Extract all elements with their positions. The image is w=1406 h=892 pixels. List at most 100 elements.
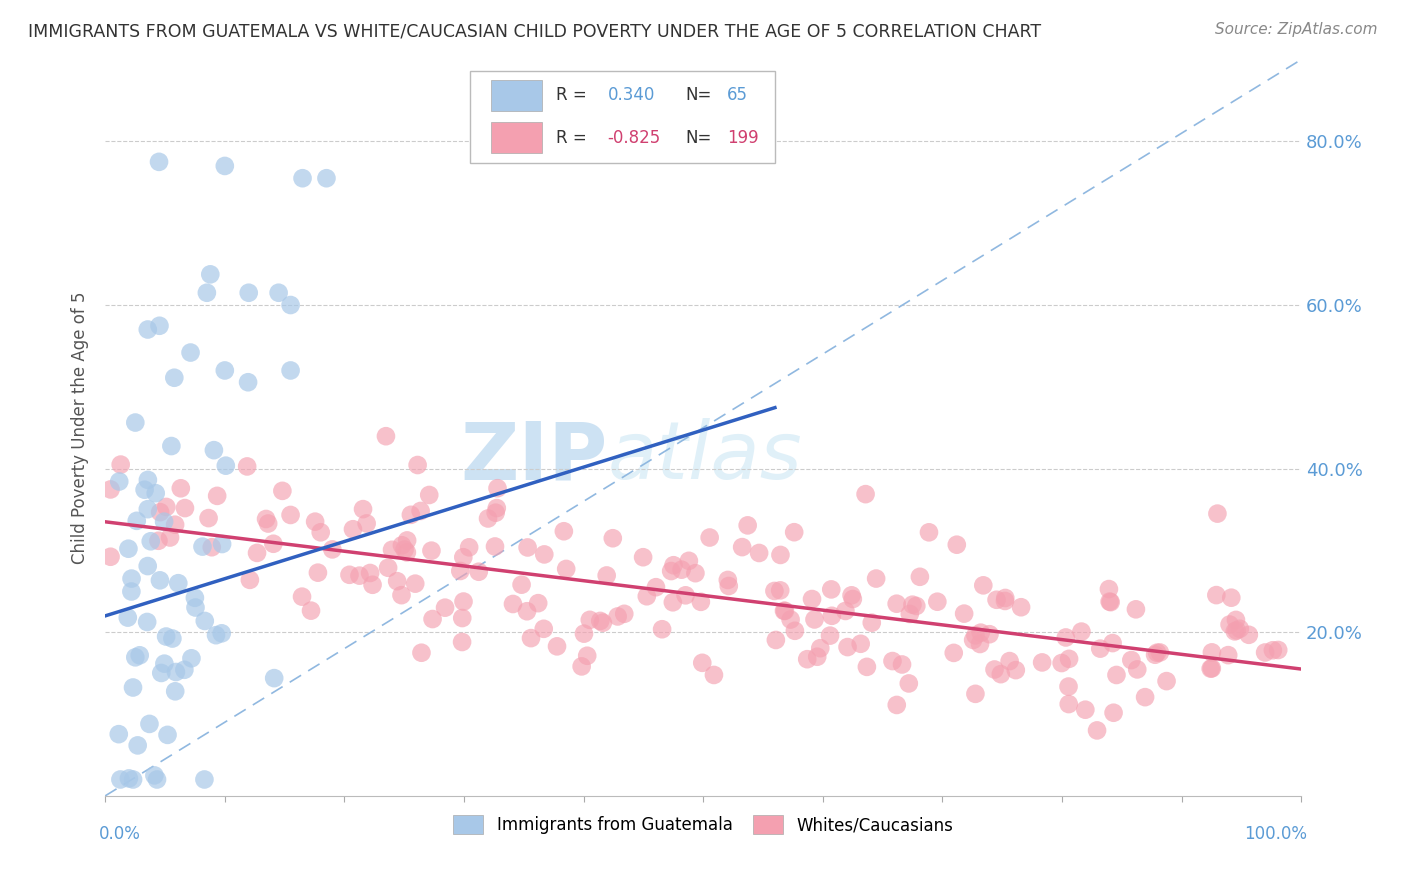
Point: [451, 611, 474, 625]
Point: [127, 739, 149, 753]
Point: [153, 657, 176, 671]
Point: [533, 622, 555, 636]
Point: [983, 663, 1005, 677]
Point: [1220, 591, 1243, 605]
Point: [856, 660, 879, 674]
Point: [391, 588, 413, 602]
Point: [1201, 645, 1223, 659]
Point: [689, 595, 711, 609]
Point: [359, 566, 381, 580]
Point: [1133, 690, 1156, 705]
Point: [901, 598, 924, 612]
Point: [1121, 653, 1143, 667]
Point: [420, 543, 443, 558]
Point: [1261, 643, 1284, 657]
Point: [578, 613, 600, 627]
Point: [146, 772, 169, 787]
Point: [882, 654, 904, 668]
Point: [184, 591, 207, 605]
Point: [1085, 723, 1108, 738]
Point: [1090, 641, 1112, 656]
Point: [184, 600, 207, 615]
Point: [180, 345, 202, 359]
Point: [280, 363, 302, 377]
Point: [361, 578, 384, 592]
Point: [690, 656, 713, 670]
Point: [315, 171, 337, 186]
Text: 0.0%: 0.0%: [100, 825, 141, 843]
Point: [136, 322, 159, 336]
Point: [165, 665, 187, 679]
Point: [267, 285, 290, 300]
Point: [717, 573, 740, 587]
Point: [773, 604, 796, 618]
Point: [214, 159, 236, 173]
Point: [986, 592, 1008, 607]
Point: [553, 524, 575, 539]
Point: [1101, 636, 1123, 650]
Point: [148, 154, 170, 169]
Point: [979, 627, 1001, 641]
Point: [406, 458, 429, 472]
Point: [394, 542, 416, 557]
Point: [783, 624, 806, 638]
Point: [271, 483, 294, 498]
Point: [100, 483, 122, 497]
Point: [262, 537, 284, 551]
Point: [1057, 697, 1080, 711]
Point: [1074, 703, 1097, 717]
Point: [533, 548, 555, 562]
Text: R =: R =: [557, 128, 586, 147]
Point: [145, 486, 167, 500]
Point: [194, 614, 217, 628]
Point: [136, 559, 159, 574]
Text: 65: 65: [727, 87, 748, 104]
Point: [965, 687, 987, 701]
Point: [897, 676, 920, 690]
Point: [806, 649, 828, 664]
Point: [201, 540, 224, 554]
Point: [818, 629, 841, 643]
Point: [1156, 674, 1178, 689]
Point: [246, 546, 269, 560]
Point: [254, 512, 277, 526]
Point: [765, 632, 787, 647]
Point: [1144, 648, 1167, 662]
Point: [214, 363, 236, 377]
Text: IMMIGRANTS FROM GUATEMALA VS WHITE/CAUCASIAN CHILD POVERTY UNDER THE AGE OF 5 CO: IMMIGRANTS FROM GUATEMALA VS WHITE/CAUCA…: [28, 22, 1042, 40]
Text: -0.825: -0.825: [607, 128, 661, 147]
Point: [675, 588, 697, 602]
Point: [163, 370, 186, 384]
Text: ZIP: ZIP: [460, 418, 607, 496]
Point: [613, 607, 636, 621]
Point: [486, 481, 509, 495]
Point: [1010, 600, 1032, 615]
Point: [280, 508, 302, 522]
Point: [304, 515, 326, 529]
Point: [125, 514, 148, 528]
Point: [886, 698, 908, 712]
Point: [908, 570, 931, 584]
Point: [571, 659, 593, 673]
Point: [737, 518, 759, 533]
Point: [990, 667, 1012, 681]
Point: [842, 592, 865, 607]
Point: [595, 568, 617, 582]
Point: [149, 574, 172, 588]
Point: [946, 538, 969, 552]
Point: [434, 600, 457, 615]
Point: [263, 671, 285, 685]
Point: [1126, 662, 1149, 676]
Point: [193, 772, 215, 787]
Point: [834, 604, 856, 618]
Point: [165, 684, 187, 698]
Point: [645, 580, 668, 594]
Point: [385, 574, 408, 589]
Point: [205, 489, 228, 503]
Point: [458, 541, 481, 555]
Text: Source: ZipAtlas.com: Source: ZipAtlas.com: [1215, 22, 1378, 37]
Y-axis label: Child Poverty Under the Age of 5: Child Poverty Under the Age of 5: [72, 292, 89, 564]
Point: [631, 550, 654, 565]
Point: [678, 554, 700, 568]
Point: [339, 567, 361, 582]
